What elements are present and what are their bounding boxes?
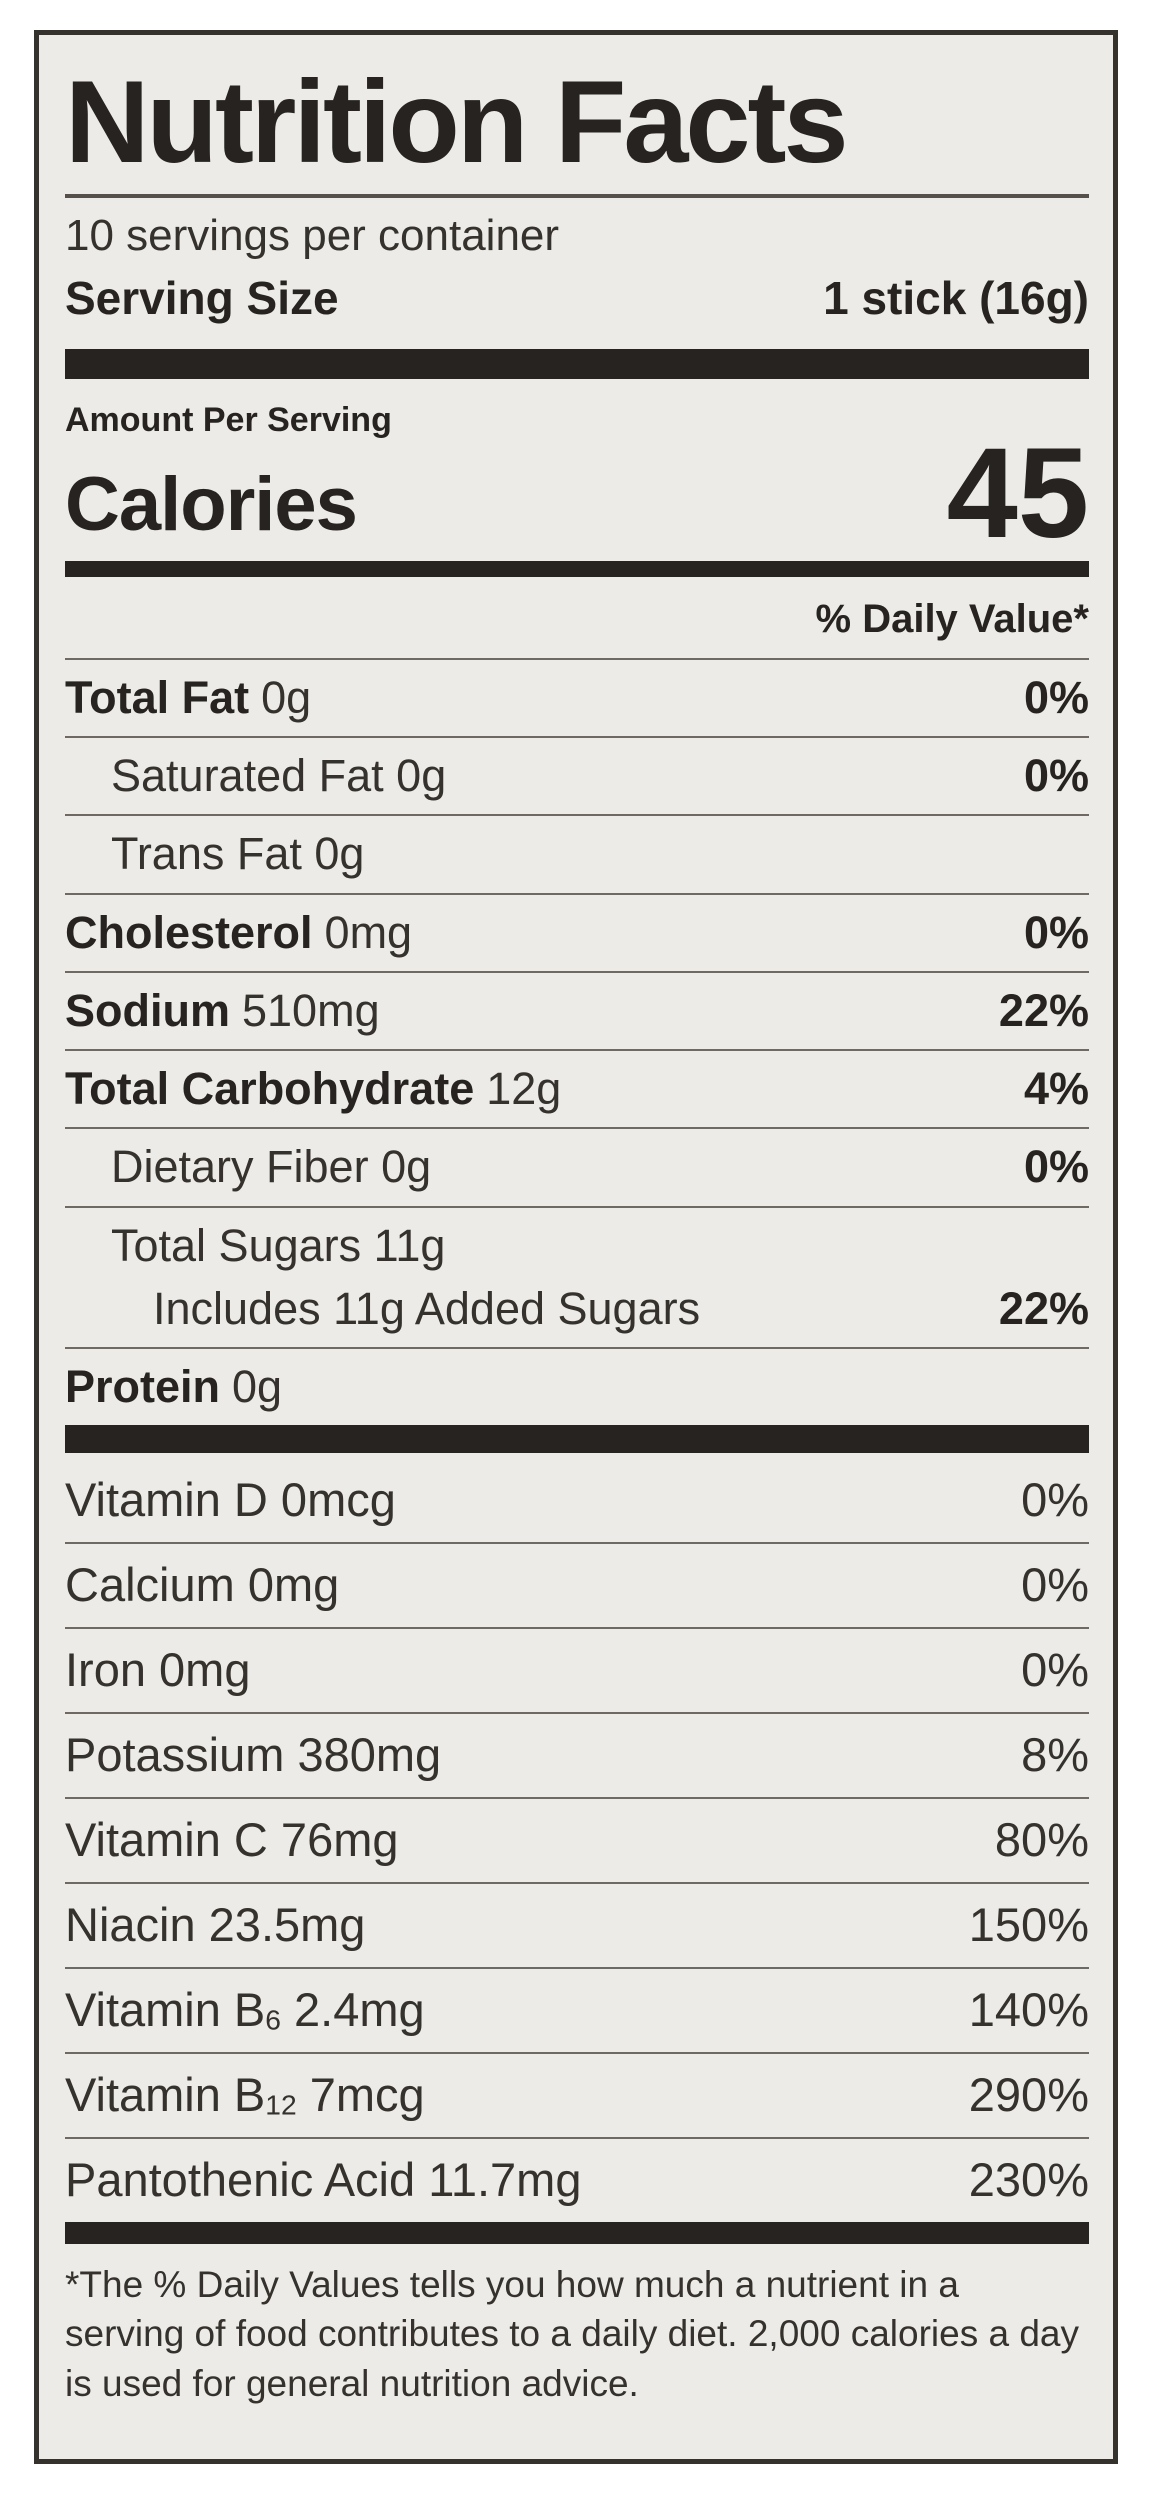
nutrient-rows-section: Total Fat 0g 0% Saturated Fat 0g 0% Trans… bbox=[65, 657, 1089, 1426]
thick-separator-bar-footnote bbox=[65, 2222, 1089, 2245]
vitamin-row-vitamin-d: Vitamin D 0mcg 0% bbox=[65, 1453, 1089, 1542]
nutrition-facts-label: Nutrition Facts 10 servings per containe… bbox=[34, 30, 1118, 2464]
nutrient-name: Sodium bbox=[65, 984, 230, 1036]
vitamin-percent: 140% bbox=[968, 1983, 1089, 2037]
nutrient-name-group: Sodium 510mg bbox=[65, 987, 380, 1034]
nutrient-amount: 12g bbox=[486, 1063, 562, 1114]
vitamin-row-pantothenic-acid: Pantothenic Acid 11.7mg 230% bbox=[65, 2137, 1089, 2222]
nutrient-amount: 0g bbox=[232, 1361, 283, 1412]
daily-value-header: % Daily Value* bbox=[815, 596, 1089, 641]
medium-separator-bar bbox=[65, 560, 1089, 577]
vitamin-name: Vitamin D 0mcg bbox=[65, 1473, 396, 1527]
calories-row: Calories 45 bbox=[65, 421, 1089, 565]
vitamin-percent: 0% bbox=[1021, 1643, 1089, 1697]
nutrient-row-sodium: Sodium 510mg 22% bbox=[65, 970, 1089, 1049]
vitamin-name: Niacin 23.5mg bbox=[65, 1898, 366, 1952]
vitamin-row-vitamin-b6: Vitamin B6 2.4mg 140% bbox=[65, 1967, 1089, 2052]
nutrient-amount: 0g bbox=[261, 671, 312, 723]
nutrient-percent: 0% bbox=[1023, 1141, 1089, 1193]
vitamin-row-vitamin-c: Vitamin C 76mg 80% bbox=[65, 1797, 1089, 1882]
vitamin-row-potassium: Potassium 380mg 8% bbox=[65, 1712, 1089, 1797]
vitamin-percent: 0% bbox=[1021, 1558, 1089, 1612]
serving-size-value: 1 stick (16g) bbox=[823, 271, 1089, 324]
vitamin-name: Iron 0mg bbox=[65, 1643, 251, 1697]
vitamin-percent: 230% bbox=[968, 2153, 1089, 2207]
nutrient-row-cholesterol: Cholesterol 0mg 0% bbox=[65, 892, 1089, 971]
nutrient-row-total-fat: Total Fat 0g 0% bbox=[65, 657, 1089, 736]
nutrient-name-group: Cholesterol 0mg bbox=[65, 906, 413, 958]
thick-separator-bar-vitamins bbox=[65, 1425, 1089, 1454]
nutrient-row-added-sugars: Includes 11g Added Sugars 22% bbox=[65, 1277, 1089, 1347]
daily-value-footnote: *The % Daily Values tells you how much a… bbox=[65, 2264, 1079, 2404]
nutrient-name: Total Fat bbox=[65, 671, 250, 723]
nutrient-percent: 0% bbox=[1023, 750, 1089, 801]
nutrient-name: Saturated Fat 0g bbox=[111, 750, 447, 801]
servings-per-container: 10 servings per container bbox=[65, 211, 560, 260]
nutrient-name: Total Carbohydrate bbox=[65, 1063, 475, 1114]
serving-size-label: Serving Size bbox=[65, 271, 339, 324]
nutrient-row-trans-fat: Trans Fat 0g bbox=[65, 814, 1089, 892]
vitamin-name: Vitamin C 76mg bbox=[65, 1813, 399, 1867]
nutrient-percent: 4% bbox=[1023, 1063, 1089, 1114]
thick-separator-bar-top bbox=[65, 348, 1089, 379]
vitamin-name: Calcium 0mg bbox=[65, 1558, 340, 1612]
nutrient-percent: 22% bbox=[998, 984, 1089, 1036]
vitamin-name: Vitamin B6 2.4mg bbox=[65, 1983, 425, 2037]
nutrient-name: Trans Fat 0g bbox=[111, 828, 365, 880]
nutrient-amount: 0mg bbox=[324, 906, 413, 958]
nutrient-name-group: Total Fat 0g bbox=[65, 674, 311, 721]
nutrient-row-dietary-fiber: Dietary Fiber 0g 0% bbox=[65, 1127, 1089, 1205]
title-divider bbox=[65, 194, 1089, 198]
nutrient-row-total-carbohydrate: Total Carbohydrate 12g 4% bbox=[65, 1049, 1089, 1127]
nutrient-row-total-sugars: Total Sugars 11g bbox=[65, 1205, 1089, 1277]
calories-value: 45 bbox=[946, 421, 1089, 565]
nutrient-amount: 510mg bbox=[242, 984, 380, 1036]
nutrient-row-saturated-fat: Saturated Fat 0g 0% bbox=[65, 736, 1089, 814]
nutrient-name: Dietary Fiber 0g bbox=[111, 1141, 432, 1193]
vitamin-percent: 150% bbox=[968, 1898, 1089, 1952]
nutrient-name: Cholesterol bbox=[65, 906, 313, 958]
nutrient-percent: 0% bbox=[1023, 906, 1089, 958]
vitamin-percent: 290% bbox=[968, 2068, 1089, 2122]
nutrient-row-protein: Protein 0g bbox=[65, 1347, 1089, 1425]
nutrient-name: Protein bbox=[65, 1361, 221, 1412]
nutrient-name: Includes 11g Added Sugars bbox=[153, 1282, 701, 1334]
amount-per-serving-label: Amount Per Serving bbox=[65, 400, 392, 439]
nutrient-name: Total Sugars 11g bbox=[111, 1219, 446, 1271]
vitamin-row-iron: Iron 0mg 0% bbox=[65, 1627, 1089, 1712]
vitamin-name: Vitamin B12 7mcg bbox=[65, 2068, 425, 2122]
vitamin-name: Potassium 380mg bbox=[65, 1728, 442, 1782]
calories-label: Calories bbox=[65, 462, 358, 548]
vitamin-row-calcium: Calcium 0mg 0% bbox=[65, 1542, 1089, 1627]
vitamin-name: Pantothenic Acid 11.7mg bbox=[65, 2153, 582, 2207]
vitamin-percent: 0% bbox=[1021, 1473, 1089, 1527]
nutrient-name-group: Protein 0g bbox=[65, 1363, 282, 1410]
nutrient-name-group: Total Carbohydrate 12g bbox=[65, 1065, 561, 1112]
vitamin-row-niacin: Niacin 23.5mg 150% bbox=[65, 1882, 1089, 1967]
vitamin-row-vitamin-b12: Vitamin B12 7mcg 290% bbox=[65, 2052, 1089, 2137]
vitamin-percent: 80% bbox=[994, 1813, 1089, 1867]
vitamin-rows-section: Vitamin D 0mcg 0% Calcium 0mg 0% Iron 0m… bbox=[65, 1453, 1089, 2222]
nutrient-percent: 22% bbox=[998, 1282, 1089, 1334]
vitamin-percent: 8% bbox=[1021, 1728, 1089, 1782]
nutrient-percent: 0% bbox=[1023, 671, 1089, 723]
label-title: Nutrition Facts bbox=[65, 56, 849, 187]
serving-size-row: Serving Size 1 stick (16g) bbox=[65, 271, 1089, 325]
